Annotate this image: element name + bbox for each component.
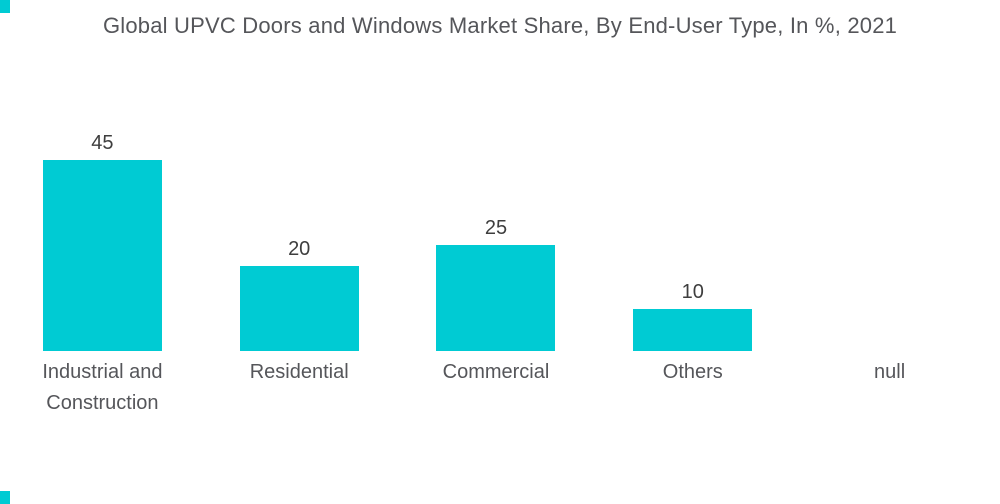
category-label: null xyxy=(874,361,906,383)
bar-column xyxy=(791,0,988,351)
category-label: Residential xyxy=(249,361,349,383)
bar-value-label: 25 xyxy=(484,217,508,239)
bar xyxy=(42,160,162,351)
bar-column: 25 xyxy=(398,0,595,351)
category-label: Others xyxy=(662,361,723,383)
corner-accent-bottom-left xyxy=(0,491,10,504)
corner-accent-top-left xyxy=(0,0,10,13)
labels-row: Industrial and Construction Residential Co… xyxy=(4,357,988,419)
bar-chart: 45 20 25 10 Industrial and Construction Resi… xyxy=(4,0,988,504)
bar-value-label: 20 xyxy=(288,238,311,260)
bar xyxy=(633,309,753,351)
category-label: Commercial xyxy=(442,361,550,383)
bar-column: 10 xyxy=(594,0,791,351)
bar-column: 45 xyxy=(4,0,201,351)
bar-value-label: 45 xyxy=(91,132,114,154)
bar-value-label: 10 xyxy=(681,281,704,303)
bars-row: 45 20 25 10 xyxy=(4,0,988,351)
bar xyxy=(239,266,359,351)
bar xyxy=(436,245,556,351)
chart-title: Global UPVC Doors and Windows Market Sha… xyxy=(102,13,898,38)
bar-column: 20 xyxy=(201,0,398,351)
category-label: Industrial and Construction xyxy=(42,361,163,414)
